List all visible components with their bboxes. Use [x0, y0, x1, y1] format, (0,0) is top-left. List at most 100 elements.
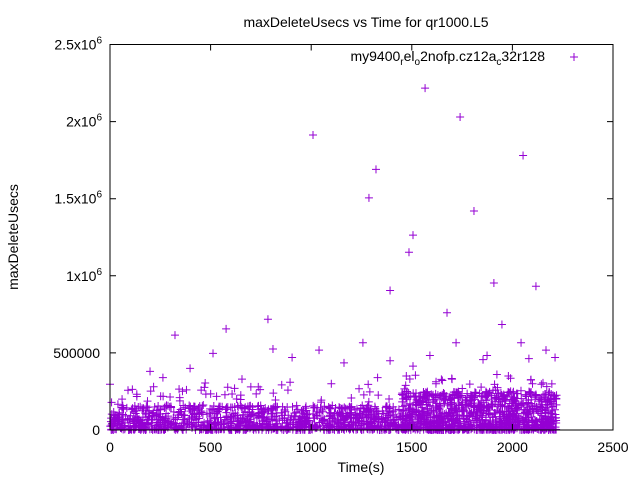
data-point — [238, 415, 247, 424]
data-point — [541, 409, 550, 418]
data-point — [441, 415, 450, 424]
data-point — [504, 388, 513, 397]
data-point — [532, 402, 541, 411]
data-point — [134, 425, 143, 434]
data-point — [488, 402, 497, 411]
data-point — [532, 391, 541, 400]
data-point — [195, 402, 204, 411]
data-point — [448, 375, 457, 384]
data-point — [271, 402, 280, 411]
data-point — [214, 405, 223, 414]
data-point — [542, 346, 550, 355]
data-point — [358, 401, 367, 410]
data-point — [256, 385, 265, 394]
data-point — [508, 397, 517, 406]
data-point — [341, 404, 350, 413]
data-point — [459, 405, 468, 414]
data-point — [460, 424, 469, 433]
data-point — [186, 364, 195, 373]
data-point — [127, 405, 136, 414]
data-point — [381, 403, 390, 412]
data-point — [364, 193, 373, 202]
data-point — [209, 349, 218, 358]
x-tick-label: 1500 — [396, 439, 427, 455]
data-point — [223, 383, 232, 392]
data-point — [519, 151, 528, 160]
data-point — [303, 410, 312, 419]
data-point — [178, 387, 187, 396]
data-point — [310, 403, 319, 412]
x-axis-label: Time(s) — [338, 459, 385, 475]
data-point — [514, 400, 523, 409]
data-point — [413, 424, 422, 433]
y-tick-label: 2x106 — [66, 113, 102, 130]
data-point — [328, 414, 337, 423]
data-point — [192, 422, 201, 431]
data-point — [547, 410, 556, 419]
data-point — [159, 392, 168, 401]
data-point — [232, 395, 241, 404]
data-point — [302, 422, 311, 431]
data-point — [497, 320, 506, 329]
data-point — [489, 279, 498, 288]
data-point — [420, 407, 429, 416]
data-point — [171, 422, 180, 431]
data-point — [479, 355, 488, 364]
data-point — [386, 286, 395, 295]
data-point — [346, 403, 355, 412]
data-point — [390, 420, 399, 429]
data-point — [268, 345, 277, 354]
data-point — [352, 424, 361, 433]
data-point — [161, 425, 170, 434]
data-point — [423, 396, 432, 405]
data-point — [245, 401, 254, 410]
data-point — [295, 417, 304, 426]
data-point — [267, 405, 276, 414]
data-point — [509, 418, 518, 427]
data-point — [271, 403, 280, 412]
data-point — [445, 393, 454, 402]
legend: my9400relo2nofp.cz12ac32r128 — [350, 48, 578, 68]
data-point — [371, 165, 380, 174]
data-point — [158, 413, 167, 422]
data-point — [467, 409, 476, 418]
data-point — [483, 351, 492, 360]
data-point — [222, 413, 231, 422]
data-point — [143, 403, 152, 412]
data-point — [363, 424, 372, 433]
data-point — [452, 410, 461, 419]
data-point — [527, 425, 536, 434]
data-point — [428, 391, 437, 400]
data-point — [499, 390, 508, 399]
data-point — [169, 413, 178, 422]
data-point — [283, 419, 292, 428]
data-point — [474, 399, 483, 408]
data-point — [439, 395, 448, 404]
data-point — [446, 396, 455, 405]
data-point — [358, 410, 367, 419]
data-point — [417, 400, 426, 409]
data-point — [419, 414, 428, 423]
data-point — [409, 231, 418, 240]
data-point — [129, 417, 138, 426]
data-point — [150, 402, 159, 411]
data-point — [367, 412, 376, 421]
data-point — [286, 378, 295, 387]
data-point — [408, 405, 417, 414]
data-point — [225, 418, 234, 427]
data-point — [227, 412, 236, 421]
data-point — [386, 356, 395, 365]
data-point — [270, 413, 279, 422]
data-point — [373, 373, 382, 382]
data-point — [431, 379, 440, 388]
data-point — [315, 346, 324, 355]
data-point — [181, 403, 190, 412]
data-point — [216, 425, 225, 434]
data-point — [405, 404, 414, 413]
data-point — [318, 415, 327, 424]
legend-label: my9400relo2nofp.cz12ac32r128 — [350, 48, 545, 68]
data-point — [280, 413, 289, 422]
data-point — [495, 397, 504, 406]
data-point — [222, 324, 231, 333]
data-point — [391, 406, 400, 415]
